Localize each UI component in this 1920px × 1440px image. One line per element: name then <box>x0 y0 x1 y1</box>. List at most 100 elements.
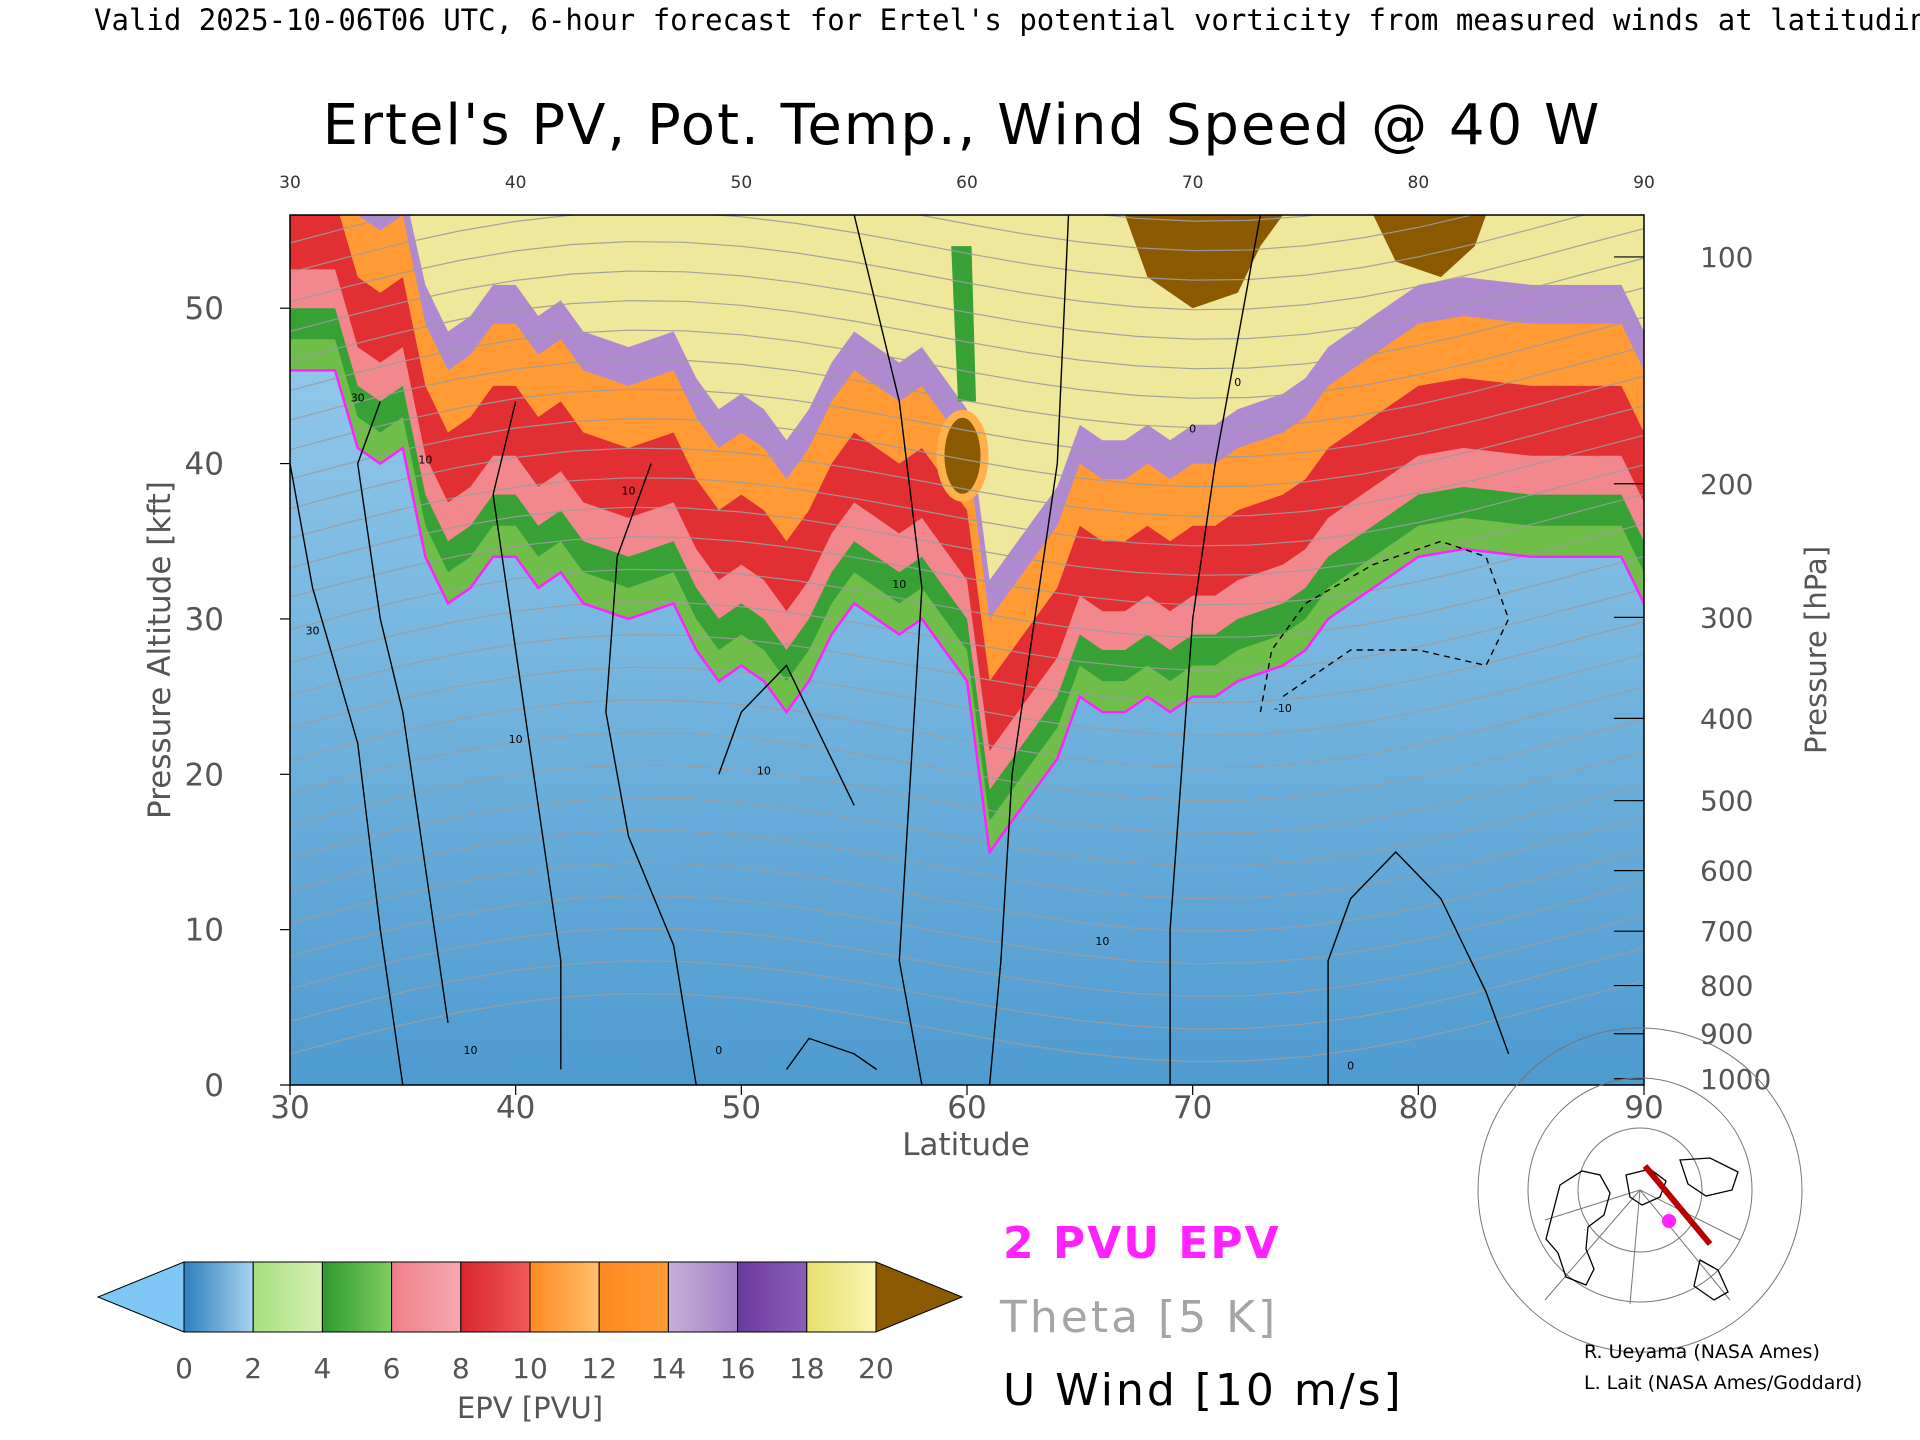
contour-value-label: 10 <box>892 578 906 591</box>
x-top-tick-label: 40 <box>505 173 527 193</box>
colorbar-tick-label: 10 <box>512 1352 548 1385</box>
theta-contour <box>290 914 1644 997</box>
credit-line-2: L. Lait (NASA Ames/Goddard) <box>1584 1372 1862 1394</box>
u-wind-contour <box>988 215 1070 1085</box>
legend-uwind: U Wind [10 m/s] <box>1003 1365 1404 1416</box>
colorbar-segment <box>806 1261 877 1333</box>
theta-contour <box>290 228 1644 311</box>
theta-contour <box>290 555 1644 639</box>
x-top-tick-label: 50 <box>731 173 753 193</box>
x-axis-label: Latitude <box>902 1127 1030 1163</box>
theta-contour <box>290 621 1644 704</box>
contour-value-label: 10 <box>757 764 771 777</box>
theta-contour <box>290 287 1644 370</box>
theta-contour <box>290 464 1644 547</box>
u-wind-contour <box>290 463 404 1085</box>
colorbar-under-arrow <box>96 1261 185 1333</box>
stratum-18pvu <box>409 215 1644 581</box>
theta-contour <box>290 523 1644 606</box>
x-tick-label: 30 <box>270 1090 309 1126</box>
colorbar-segment <box>598 1261 669 1333</box>
colorbar-segment <box>529 1261 600 1333</box>
pressure-tick-label: 300 <box>1700 601 1753 634</box>
legend-2pvu: 2 PVU EPV <box>1003 1218 1281 1269</box>
pv-tongue <box>936 409 989 502</box>
u-wind-contour <box>1327 850 1510 1085</box>
x-tick-label: 50 <box>722 1090 761 1126</box>
theta-contour <box>290 784 1644 867</box>
contour-lines: 10 10 30 30 10 10 0 10 0 -10 0 10 0 10 <box>290 215 1644 1085</box>
colorbar-segment <box>460 1261 531 1333</box>
colorbar-tick-label: 16 <box>720 1352 756 1385</box>
colorbar-segment <box>391 1261 462 1333</box>
contour-value-label: 10 <box>622 485 636 498</box>
pressure-tick-label: 800 <box>1700 970 1753 1003</box>
chart-title: Ertel's PV, Pot. Temp., Wind Speed @ 40 … <box>323 93 1602 158</box>
u-wind-contour-negative <box>1259 540 1510 713</box>
pressure-tick-label: 400 <box>1700 702 1753 735</box>
x-axis-top: 30 40 50 60 70 80 90 <box>279 173 1655 193</box>
pressure-tick-label: 200 <box>1700 468 1753 501</box>
x-top-tick-label: 80 <box>1408 173 1430 193</box>
pressure-tick-label: 1000 <box>1700 1063 1771 1096</box>
theta-contour <box>290 375 1644 458</box>
u-wind-contour <box>718 664 855 806</box>
y-axis-left: 0 10 20 30 40 50 <box>185 291 290 1104</box>
pv-streamer <box>951 246 976 402</box>
colorbar-tick-label: 0 <box>175 1352 193 1385</box>
theta-contour <box>290 751 1644 834</box>
theta-contour <box>290 493 1644 576</box>
y-tick-label: 20 <box>185 757 224 793</box>
pressure-tick-label: 600 <box>1700 855 1753 888</box>
pressure-tick-label: 700 <box>1700 915 1753 948</box>
colorbar-tick-label: 6 <box>383 1352 401 1385</box>
valid-time-header: Valid 2025-10-06T06 UTC, 6-hour forecast… <box>94 3 1920 37</box>
u-wind-contour <box>605 463 697 1085</box>
theta-contour <box>290 346 1644 429</box>
locator-map <box>1477 1027 1803 1353</box>
y-tick-label: 50 <box>185 291 224 327</box>
theta-contour <box>290 686 1644 769</box>
x-tick-label: 40 <box>496 1090 535 1126</box>
theta-contour <box>290 588 1644 671</box>
contour-value-label: 0 <box>715 1044 722 1057</box>
y-tick-label: 0 <box>204 1068 224 1104</box>
colorbar-label: EPV [PVU] <box>457 1391 603 1425</box>
u-wind-contour <box>1169 215 1262 1085</box>
x-tick-label: 70 <box>1173 1090 1212 1126</box>
pressure-tick-label: 100 <box>1700 241 1753 274</box>
colorbar-segment <box>252 1261 323 1333</box>
u-wind-contour <box>853 215 923 1085</box>
epv-field <box>290 215 1644 852</box>
u-wind-contour <box>492 401 562 1070</box>
theta-contour <box>290 947 1644 1030</box>
y-axis-label-right: Pressure [hPa] <box>1799 546 1833 754</box>
colorbar-tick-label: 12 <box>581 1352 617 1385</box>
y-axis-label-left: Pressure Altitude [kft] <box>142 481 178 819</box>
legend-theta: Theta [5 K] <box>999 1292 1278 1343</box>
colorbar-tick-label: 18 <box>789 1352 825 1385</box>
x-tick-label: 80 <box>1399 1090 1438 1126</box>
contour-value-label: 10 <box>1095 935 1109 948</box>
y-tick-label: 40 <box>185 447 224 483</box>
x-tick-label: 90 <box>1624 1090 1663 1126</box>
contour-value-label: 10 <box>464 1044 478 1057</box>
theta-contour <box>290 434 1644 517</box>
colorbar-over-arrow <box>875 1261 964 1333</box>
colorbar-tick-label: 14 <box>651 1352 687 1385</box>
y-tick-label: 30 <box>185 602 224 638</box>
contour-value-label: 0 <box>1347 1059 1354 1072</box>
pv-2pvu-contour <box>290 369 1644 856</box>
colorbar-tick-label: 20 <box>858 1352 894 1385</box>
contour-value-label: 10 <box>509 733 523 746</box>
theta-contour <box>290 980 1644 1063</box>
contour-value-label: 10 <box>418 454 432 467</box>
colorbar: 0 2 4 6 8 10 12 14 16 18 20 <box>96 1261 964 1385</box>
theta-contour <box>290 849 1644 932</box>
contour-value-label: 30 <box>351 391 365 404</box>
credit-line-1: R. Ueyama (NASA Ames) <box>1584 1341 1820 1363</box>
x-top-tick-label: 70 <box>1182 173 1204 193</box>
theta-contour <box>290 719 1644 802</box>
theta-contour <box>290 215 1587 281</box>
x-top-tick-label: 30 <box>279 173 301 193</box>
